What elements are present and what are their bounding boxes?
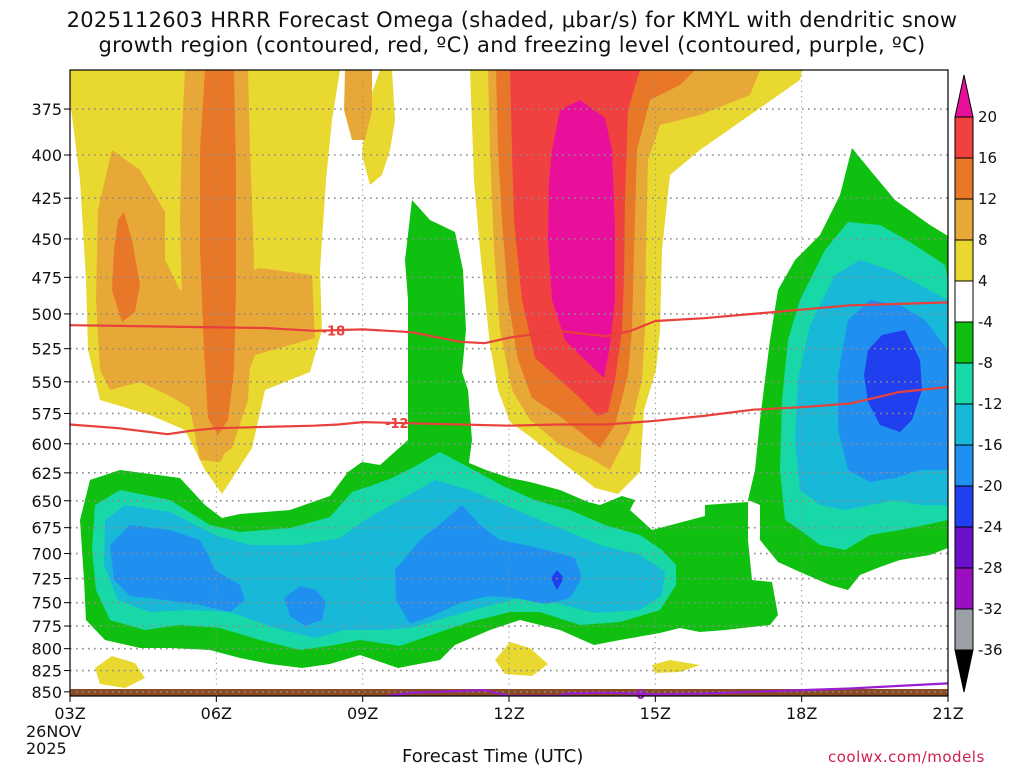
y-tick-label-3: 450	[31, 230, 62, 249]
colorbar-bin-7	[954, 321, 974, 364]
y-tick-label-4: 475	[31, 268, 62, 287]
contour-line-2	[386, 682, 948, 696]
omega-fill-8-12-topright	[344, 70, 372, 140]
colorbar-label-4: -20	[978, 477, 1003, 495]
omega-fill-12-16-column	[200, 70, 236, 435]
colorbar-bin-12	[954, 116, 974, 159]
y-tick-label-17: 800	[31, 640, 62, 659]
colorbar-label-11: 12	[978, 190, 997, 208]
x-tick-label-0: 03Z	[54, 704, 85, 723]
colorbar-bin-11	[954, 157, 974, 200]
colorbar-bin-2	[954, 526, 974, 569]
dotted-grid	[70, 70, 948, 696]
colorbar: -36 -32 -28 -24 -20 -16 -12 -8 -4 4 8 12 16 20	[954, 74, 1003, 693]
colorbar-bin-1	[954, 567, 974, 610]
y-tick-label-15: 750	[31, 594, 62, 613]
omega-fill-neg16-20-mid	[284, 586, 326, 626]
omega-fill-neg16-20-left	[110, 525, 245, 612]
x-axis: 03Z 06Z 09Z 12Z 15Z 18Z 21Z	[54, 696, 964, 723]
contour-label-1: -12	[385, 417, 409, 432]
colorbar-label-9: 4	[978, 272, 988, 290]
colorbar-label-10: 8	[978, 231, 988, 249]
x-tick-label-1: 06Z	[201, 704, 232, 723]
colorbar-label-12: 16	[978, 149, 997, 167]
x-tick-label-3: 12Z	[493, 704, 524, 723]
y-tick-label-6: 525	[31, 340, 62, 359]
colorbar-label-13: 20	[978, 108, 997, 126]
contour-label-2: 0	[636, 688, 645, 703]
colorbar-bin-8	[954, 280, 974, 323]
credit-link[interactable]: coolwx.com/models	[828, 748, 985, 766]
contour-line-0	[70, 301, 948, 345]
omega-fill-neg20-24-spot	[551, 570, 564, 590]
omega-fill-4-8-blob-2	[495, 642, 548, 676]
colorbar-label-7: -8	[978, 354, 993, 372]
colorbar-label-2: -28	[978, 559, 1003, 577]
colorbar-bin-9	[954, 239, 974, 282]
colorbar-label-8: -4	[978, 313, 993, 331]
y-tick-label-2: 425	[31, 189, 62, 208]
omega-fill-neg16-20-right	[395, 505, 582, 624]
colorbar-bin-3	[954, 485, 974, 528]
colorbar-label-1: -32	[978, 600, 1003, 618]
x-tick-label-4: 15Z	[640, 704, 671, 723]
y-tick-label-12: 675	[31, 519, 62, 538]
y-tick-label-9: 600	[31, 435, 62, 454]
colorbar-label-6: -12	[978, 395, 1003, 413]
omega-fill-4-8-blob-1	[95, 656, 145, 688]
x-axis-date-day: 26NOV	[26, 722, 82, 741]
y-tick-label-14: 725	[31, 570, 62, 589]
y-tick-label-1: 400	[31, 146, 62, 165]
x-tick-label-6: 21Z	[932, 704, 963, 723]
contour-lines: -18 -12 0	[70, 301, 948, 703]
omega-fill-neg4-8-column	[405, 200, 472, 470]
colorbar-bin-5	[954, 403, 974, 446]
colorbar-bin-0	[954, 608, 974, 651]
y-tick-label-11: 650	[31, 492, 62, 511]
colorbar-bin-10	[954, 198, 974, 241]
contour-label-0: -18	[322, 324, 346, 339]
contour-line-1	[70, 385, 948, 436]
x-tick-label-5: 18Z	[786, 704, 817, 723]
y-tick-label-10: 625	[31, 464, 62, 483]
y-tick-label-18: 825	[31, 662, 62, 681]
y-tick-label-19: 850	[31, 683, 62, 702]
colorbar-under-arrow	[954, 649, 974, 693]
y-tick-label-16: 775	[31, 617, 62, 636]
y-tick-label-7: 550	[31, 373, 62, 392]
colorbar-label-3: -24	[978, 518, 1003, 536]
y-tick-label-5: 500	[31, 305, 62, 324]
chart-title-line-1: 2025112603 HRRR Forecast Omega (shaded, …	[66, 8, 958, 32]
y-tick-label-8: 575	[31, 404, 62, 423]
colorbar-bin-6	[954, 362, 974, 405]
colorbar-bin-4	[954, 444, 974, 487]
y-tick-label-13: 700	[31, 545, 62, 564]
omega-shading	[70, 70, 948, 688]
y-axis: 375 400 425 450 475 500 525 550 575 600 625 650 675 7…	[31, 100, 70, 702]
x-tick-label-2: 09Z	[347, 704, 378, 723]
colorbar-over-arrow	[954, 74, 974, 118]
colorbar-label-0: -36	[978, 641, 1003, 659]
x-axis-date-year: 2025	[26, 739, 67, 758]
y-tick-label-0: 375	[31, 100, 62, 119]
x-axis-label: Forecast Time (UTC)	[402, 746, 584, 767]
colorbar-label-5: -16	[978, 436, 1003, 454]
chart-title-line-2: growth region (contoured, red, ºC) and f…	[98, 33, 926, 57]
omega-fill-4-8-blob-3	[652, 660, 700, 673]
